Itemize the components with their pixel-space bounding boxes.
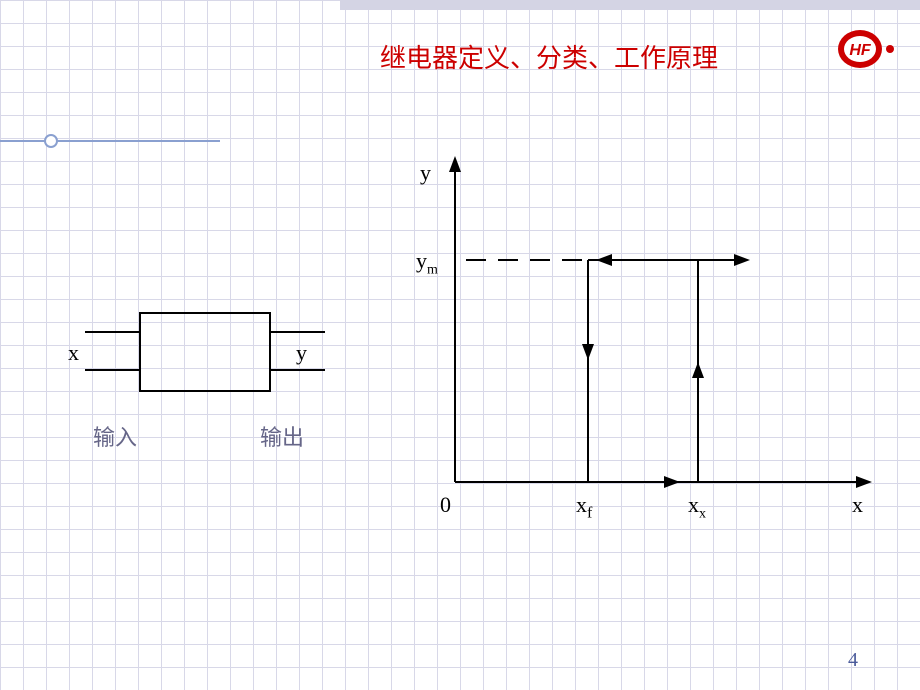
page-number: 4	[848, 649, 858, 672]
y-axis-label: y	[420, 160, 431, 186]
xx-label-main: x	[688, 492, 699, 517]
xx-label: xx	[688, 492, 706, 522]
xf-label-main: x	[576, 492, 587, 517]
origin-label: 0	[440, 492, 451, 518]
xf-label: xf	[576, 492, 592, 522]
x-axis-label: x	[852, 492, 863, 518]
ym-label-main: y	[416, 248, 427, 273]
hysteresis-chart	[0, 0, 920, 690]
ym-label-sub: m	[427, 262, 438, 277]
xf-label-sub: f	[587, 504, 592, 521]
xx-label-sub: x	[699, 506, 706, 521]
ym-label: ym	[416, 248, 438, 278]
